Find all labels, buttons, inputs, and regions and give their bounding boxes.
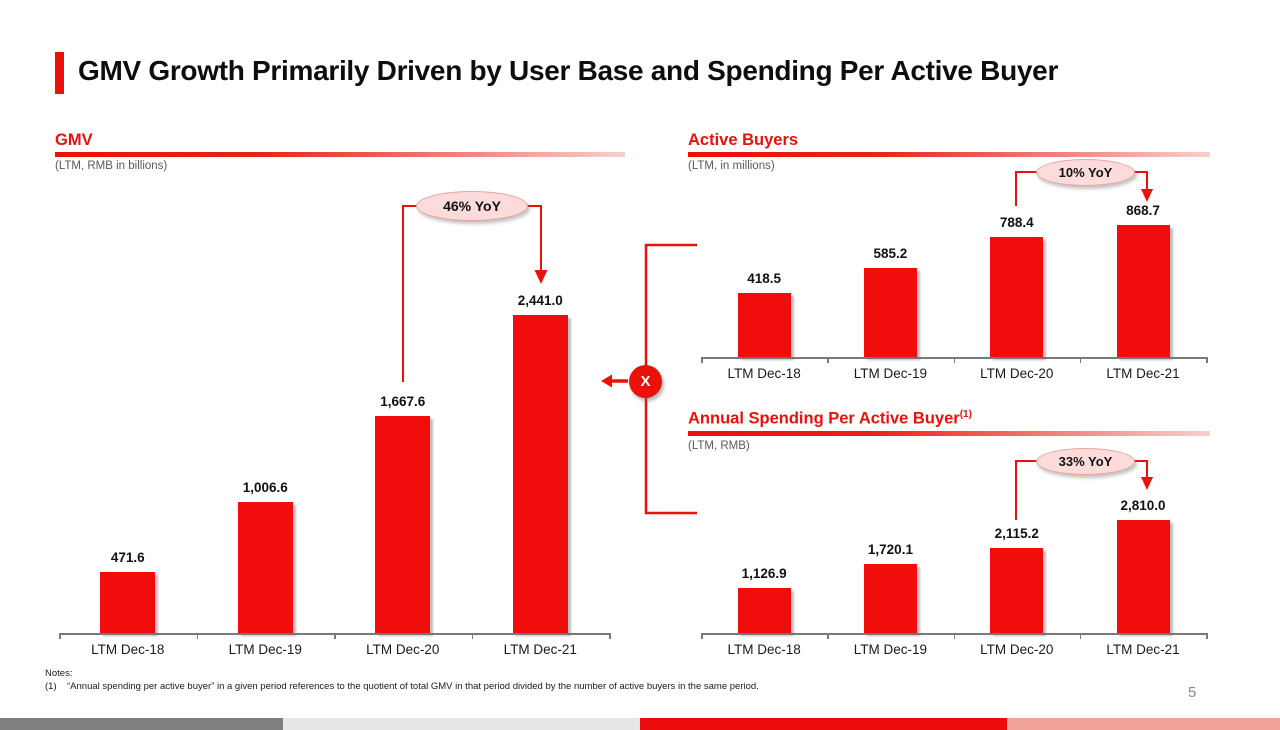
- buyers-axis-category-label: LTM Dec-19: [853, 366, 928, 381]
- title-accent-bar: [55, 52, 64, 94]
- spending-section-title-footnote-ref: (1): [959, 409, 972, 420]
- spending-section-subtitle: (LTM, RMB): [688, 440, 750, 452]
- footer-strip-red: [640, 718, 1007, 730]
- gmv-axis-category-label: LTM Dec-21: [503, 642, 577, 657]
- spending-bar: [863, 564, 917, 633]
- buyers-bar: [737, 293, 791, 357]
- gmv-bar: [512, 315, 568, 633]
- buyers-axis-tick: [827, 357, 829, 363]
- spending-bar-value-label: 2,115.2: [994, 526, 1039, 541]
- gmv-yoy-badge: 46% YoY: [416, 191, 528, 221]
- notes-title: Notes:: [45, 668, 73, 679]
- buyers-axis-tick: [953, 357, 956, 363]
- buyers-bar-value-label: 788.4: [999, 215, 1034, 230]
- spending-section-title: Annual Spending Per Active Buyer(1): [688, 409, 972, 429]
- page-number: 5: [1188, 684, 1197, 701]
- gmv-axis-category-label: LTM Dec-20: [366, 642, 440, 657]
- spending-yoy-badge: 33% YoY: [1036, 448, 1135, 475]
- gmv-axis-tick: [609, 633, 611, 639]
- buyers-axis-category-label: LTM Dec-21: [1106, 366, 1180, 381]
- buyers-bar-value-label: 868.7: [1126, 203, 1160, 218]
- buyers-bar-value-label: 585.2: [873, 246, 908, 261]
- spending-axis-category-label: LTM Dec-18: [727, 642, 801, 657]
- spending-axis-tick: [1079, 633, 1082, 639]
- gmv-axis-tick: [334, 633, 336, 639]
- gmv-bar: [237, 502, 293, 633]
- gmv-section-title: GMV: [55, 131, 93, 149]
- gmv-bar-value-label: 1,006.6: [242, 480, 288, 495]
- buyers-yoy-badge: 10% YoY: [1036, 159, 1135, 186]
- spending-section-title-text: Annual Spending Per Active Buyer: [688, 409, 960, 428]
- spending-bar-value-label: 1,720.1: [867, 542, 913, 557]
- spending-axis-tick: [953, 633, 956, 639]
- buyers-bar: [1116, 225, 1170, 357]
- gmv-section-underline: [55, 152, 625, 157]
- spending-bar-value-label: 2,810.0: [1120, 498, 1166, 513]
- multiply-icon: X: [629, 365, 662, 398]
- footnote-1: (1) “Annual spending per active buyer” in…: [45, 681, 1025, 692]
- gmv-bar-value-label: 1,667.6: [380, 394, 426, 409]
- spending-bar: [737, 588, 791, 633]
- footer-strip-salmon: [1007, 718, 1280, 730]
- gmv-bar-value-label: 2,441.0: [517, 293, 563, 308]
- active-buyers-section-subtitle: (LTM, in millions): [688, 160, 775, 172]
- slide-title: GMV Growth Primarily Driven by User Base…: [78, 55, 1059, 86]
- gmv-section-subtitle: (LTM, RMB in billions): [55, 160, 168, 172]
- footer-strip-dark-gray: [0, 718, 283, 730]
- buyers-axis-tick: [1206, 357, 1208, 363]
- spending-axis-category-label: LTM Dec-20: [980, 642, 1054, 657]
- spending-axis-tick: [1206, 633, 1208, 639]
- gmv-bar: [100, 572, 156, 633]
- buyers-bar: [863, 268, 917, 357]
- spending-bar-value-label: 1,126.9: [741, 566, 787, 581]
- footnote-1-text: “Annual spending per active buyer” in a …: [67, 681, 759, 692]
- gmv-bar: [375, 416, 431, 633]
- buyers-axis-tick: [701, 357, 703, 363]
- spending-bar: [990, 548, 1044, 633]
- gmv-axis-tick: [59, 633, 61, 639]
- gmv-axis-tick: [471, 633, 473, 639]
- buyers-bar: [990, 237, 1044, 357]
- gmv-axis-tick: [196, 633, 198, 639]
- spending-axis-tick: [827, 633, 829, 639]
- spending-section-underline: [688, 431, 1210, 436]
- buyers-axis-category-label: LTM Dec-18: [727, 366, 801, 381]
- spending-axis-tick: [701, 633, 703, 639]
- spending-axis-category-label: LTM Dec-19: [853, 642, 928, 657]
- gmv-axis-category-label: LTM Dec-19: [228, 642, 302, 657]
- gmv-axis-category-label: LTM Dec-18: [91, 642, 165, 657]
- gmv-bar-value-label: 471.6: [110, 550, 145, 565]
- buyers-axis-category-label: LTM Dec-20: [980, 366, 1054, 381]
- buyers-bar-value-label: 418.5: [747, 271, 782, 286]
- spending-axis-category-label: LTM Dec-21: [1106, 642, 1180, 657]
- active-buyers-section-title: Active Buyers: [688, 131, 799, 149]
- footer-strip-light-gray: [283, 718, 640, 730]
- active-buyers-section-underline: [688, 152, 1210, 157]
- spending-bar: [1116, 520, 1170, 633]
- buyers-axis-tick: [1079, 357, 1082, 363]
- footnote-1-marker: (1): [45, 681, 57, 692]
